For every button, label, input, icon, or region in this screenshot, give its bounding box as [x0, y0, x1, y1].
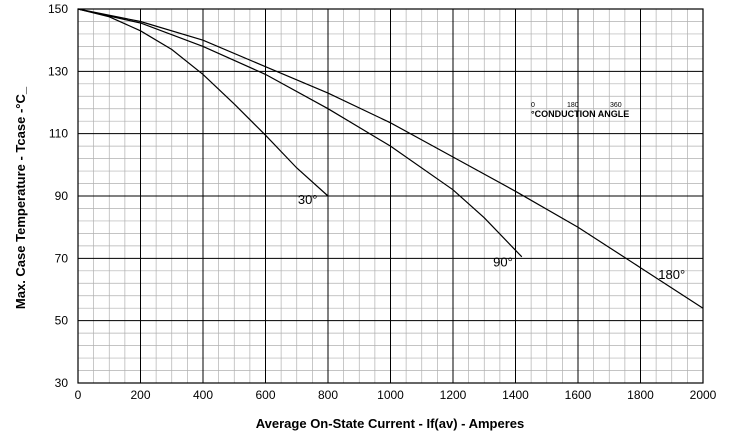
y-tick-label: 150: [48, 2, 68, 16]
curves: [77, 8, 704, 309]
y-tick-label: 90: [55, 189, 69, 203]
y-tick-label: 70: [55, 251, 69, 265]
x-tick-labels: 0 200 400 600 800 1000 1200 1400 1600 1800 2000: [75, 388, 717, 402]
inset-caption: °CONDUCTION ANGLE: [531, 109, 629, 119]
x-tick-label: 2000: [690, 388, 717, 402]
y-tick-labels: 30 50 70 90 110 130 150: [48, 2, 68, 390]
x-tick-label: 1200: [440, 388, 467, 402]
x-tick-label: 1400: [502, 388, 529, 402]
y-tick-label: 130: [48, 64, 68, 78]
x-tick-label: 200: [130, 388, 150, 402]
inset-label-180: 180: [567, 102, 579, 109]
y-tick-label: 30: [55, 376, 69, 390]
inset-label-360: 360: [610, 102, 622, 109]
curve-label-2: 180°: [658, 267, 685, 282]
series-line-0: [77, 8, 329, 197]
x-tick-label: 0: [75, 388, 82, 402]
curve-label-1: 90°: [493, 254, 513, 269]
y-tick-label: 110: [49, 127, 68, 141]
curve-labels: 30° 90° 180°: [298, 192, 685, 282]
curve-label-0: 30°: [298, 192, 318, 207]
series-line-2: [77, 8, 704, 309]
x-axis-label: Average On-State Current - If(av) - Ampe…: [256, 416, 525, 431]
conduction-angle-inset: 0 180 360 °CONDUCTION ANGLE: [531, 102, 629, 119]
x-tick-label: 1000: [377, 388, 404, 402]
plot-border: [77, 8, 704, 384]
inset-label-0: 0: [531, 102, 535, 109]
x-tick-label: 600: [255, 388, 275, 402]
y-axis-label: Max. Case Temperature - Tcase -°C_: [13, 86, 28, 309]
x-tick-label: 1600: [565, 388, 592, 402]
x-tick-label: 400: [193, 388, 213, 402]
series-line-1: [77, 8, 523, 258]
y-tick-label: 50: [55, 314, 69, 328]
x-tick-label: 800: [318, 388, 338, 402]
x-tick-label: 1800: [627, 388, 654, 402]
